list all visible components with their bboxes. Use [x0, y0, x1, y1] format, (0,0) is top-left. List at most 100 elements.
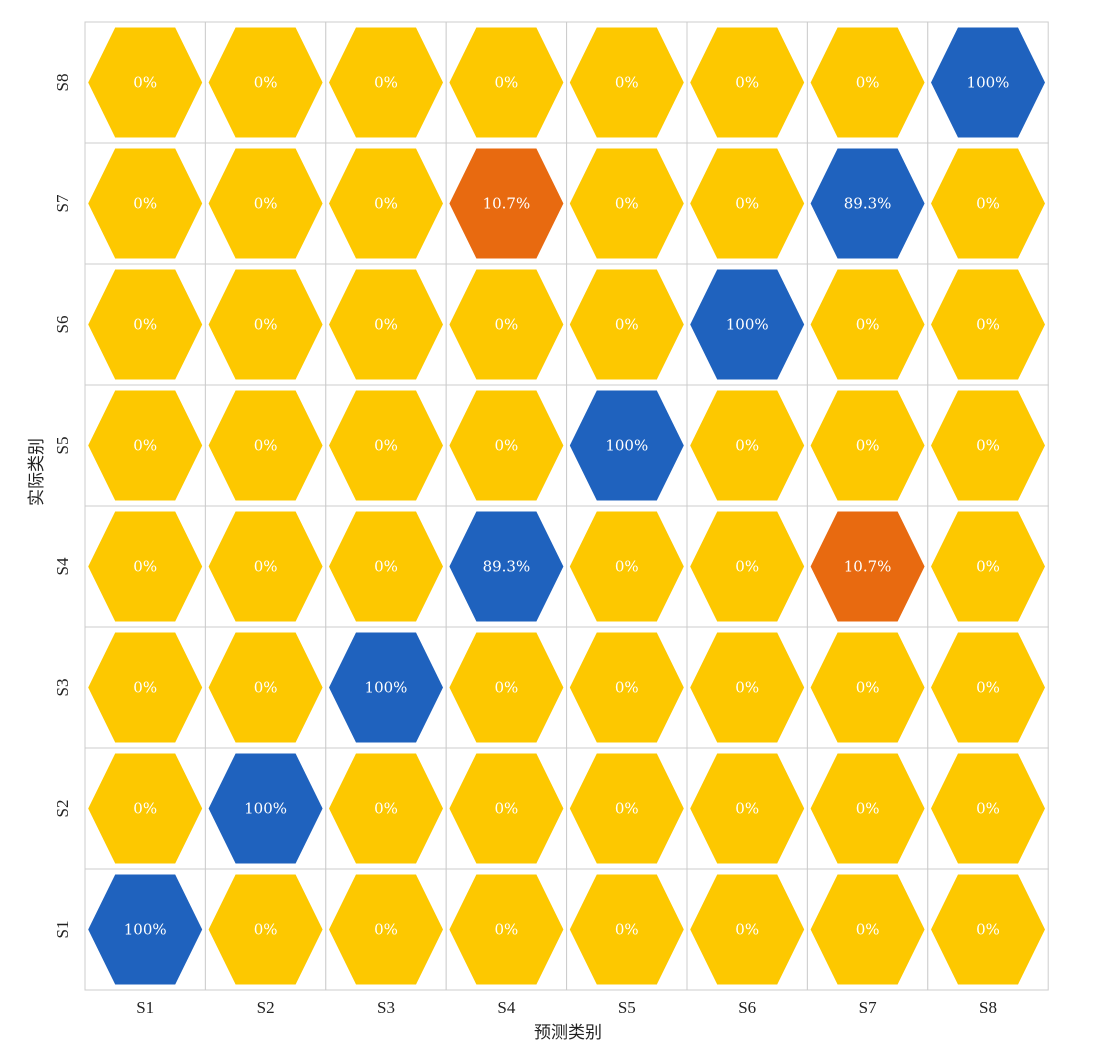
- cell-value-label: 0%: [976, 195, 1000, 213]
- matrix-cell: 0%: [325, 868, 447, 991]
- matrix-cell: 0%: [806, 263, 929, 386]
- matrix-cell: 0%: [204, 384, 327, 507]
- matrix-cell: 0%: [927, 868, 1049, 991]
- matrix-cell: 0%: [806, 626, 929, 749]
- matrix-cells: 100% 0% 0% 0% 0% 0% 0% 0% 0% 100% 0% 0% 0% 0% 0% 0% 0% 0%…: [84, 21, 1049, 991]
- cell-value-label: 0%: [976, 800, 1000, 818]
- cell-value-label: 100%: [365, 679, 408, 697]
- cell-hexagon: [931, 511, 1045, 622]
- matrix-cell: 0%: [445, 747, 568, 870]
- cell-value-label: 0%: [735, 437, 759, 455]
- matrix-cell: 0%: [566, 21, 688, 144]
- cell-hexagon: [329, 753, 443, 864]
- cell-value-label: 0%: [856, 679, 880, 697]
- matrix-cell: 0%: [566, 142, 688, 265]
- y-tick-label: S6: [53, 316, 72, 334]
- matrix-cell: 0%: [204, 142, 327, 265]
- matrix-cell: 0%: [84, 505, 206, 628]
- cell-value-label: 0%: [374, 558, 398, 576]
- cell-value-label: 89.3%: [483, 558, 531, 576]
- cell-value-label: 0%: [735, 558, 759, 576]
- cell-hexagon: [931, 27, 1045, 138]
- cell-value-label: 0%: [133, 800, 157, 818]
- cell-value-label: 100%: [605, 437, 648, 455]
- cell-hexagon: [931, 148, 1045, 259]
- matrix-cell: 100%: [927, 21, 1049, 144]
- y-tick-label: S3: [53, 679, 72, 697]
- cell-value-label: 0%: [856, 921, 880, 939]
- y-tick-label: S1: [53, 921, 72, 939]
- cell-hexagon: [208, 148, 323, 259]
- y-tick-label: S2: [53, 800, 72, 818]
- matrix-cell: 100%: [325, 626, 447, 749]
- cell-value-label: 0%: [976, 437, 1000, 455]
- matrix-cell: 0%: [806, 384, 929, 507]
- cell-hexagon: [690, 269, 805, 380]
- cell-hexagon: [208, 27, 323, 138]
- cell-value-label: 0%: [735, 921, 759, 939]
- matrix-cell: 0%: [204, 626, 327, 749]
- cell-hexagon: [690, 753, 805, 864]
- cell-value-label: 10.7%: [844, 558, 892, 576]
- matrix-cell: 0%: [84, 21, 206, 144]
- matrix-cell: 0%: [325, 747, 447, 870]
- cell-hexagon: [88, 390, 203, 501]
- x-tick-label: S6: [738, 998, 756, 1017]
- matrix-cell: 10.7%: [445, 142, 568, 265]
- cell-value-label: 0%: [495, 921, 519, 939]
- matrix-cell: 0%: [445, 384, 568, 507]
- matrix-cell: 0%: [325, 21, 447, 144]
- x-tick-label: S7: [859, 998, 877, 1017]
- matrix-cell: 0%: [204, 505, 327, 628]
- cell-hexagon: [88, 753, 203, 864]
- matrix-cell: 0%: [686, 142, 808, 265]
- cell-hexagon: [449, 269, 564, 380]
- cell-value-label: 0%: [495, 74, 519, 92]
- cell-value-label: 0%: [976, 679, 1000, 697]
- matrix-cell: 0%: [686, 626, 808, 749]
- x-axis-ticks: S1 S2 S3 S4 S5 S6 S7 S8: [136, 998, 997, 1017]
- matrix-cell: 0%: [445, 263, 568, 386]
- cell-value-label: 0%: [495, 800, 519, 818]
- matrix-cell: 0%: [927, 263, 1049, 386]
- cell-value-label: 0%: [254, 679, 278, 697]
- cell-value-label: 0%: [615, 195, 639, 213]
- cell-value-label: 100%: [967, 74, 1010, 92]
- cell-value-label: 0%: [374, 74, 398, 92]
- y-tick-label: S7: [53, 194, 72, 212]
- cell-value-label: 0%: [976, 558, 1000, 576]
- cell-value-label: 0%: [976, 921, 1000, 939]
- y-axis-ticks: S1 S2 S3 S4 S5 S6 S7 S8: [53, 74, 72, 939]
- matrix-cell: 0%: [445, 868, 568, 991]
- matrix-cell: 0%: [566, 868, 688, 991]
- cell-value-label: 0%: [133, 437, 157, 455]
- cell-hexagon: [208, 269, 323, 380]
- cell-hexagon: [810, 148, 925, 259]
- cell-value-label: 0%: [615, 74, 639, 92]
- matrix-cell: 0%: [806, 747, 929, 870]
- cell-value-label: 0%: [374, 195, 398, 213]
- cell-hexagon: [569, 511, 684, 622]
- cell-value-label: 0%: [254, 558, 278, 576]
- matrix-cell: 100%: [566, 384, 688, 507]
- cell-value-label: 0%: [735, 800, 759, 818]
- matrix-cell: 0%: [686, 505, 808, 628]
- cell-value-label: 100%: [726, 316, 769, 334]
- cell-value-label: 0%: [976, 316, 1000, 334]
- y-tick-label: S5: [53, 437, 72, 455]
- x-tick-label: S8: [979, 998, 997, 1017]
- cell-hexagon: [810, 753, 925, 864]
- cell-hexagon: [569, 632, 684, 743]
- cell-hexagon: [449, 390, 564, 501]
- matrix-cell: 0%: [927, 142, 1049, 265]
- cell-hexagon: [449, 753, 564, 864]
- cell-hexagon: [329, 511, 443, 622]
- cell-value-label: 100%: [124, 921, 167, 939]
- cell-value-label: 0%: [374, 316, 398, 334]
- cell-value-label: 100%: [244, 800, 287, 818]
- matrix-cell: 0%: [566, 747, 688, 870]
- cell-hexagon: [88, 632, 203, 743]
- cell-hexagon: [931, 753, 1045, 864]
- cell-value-label: 0%: [495, 437, 519, 455]
- cell-value-label: 0%: [133, 679, 157, 697]
